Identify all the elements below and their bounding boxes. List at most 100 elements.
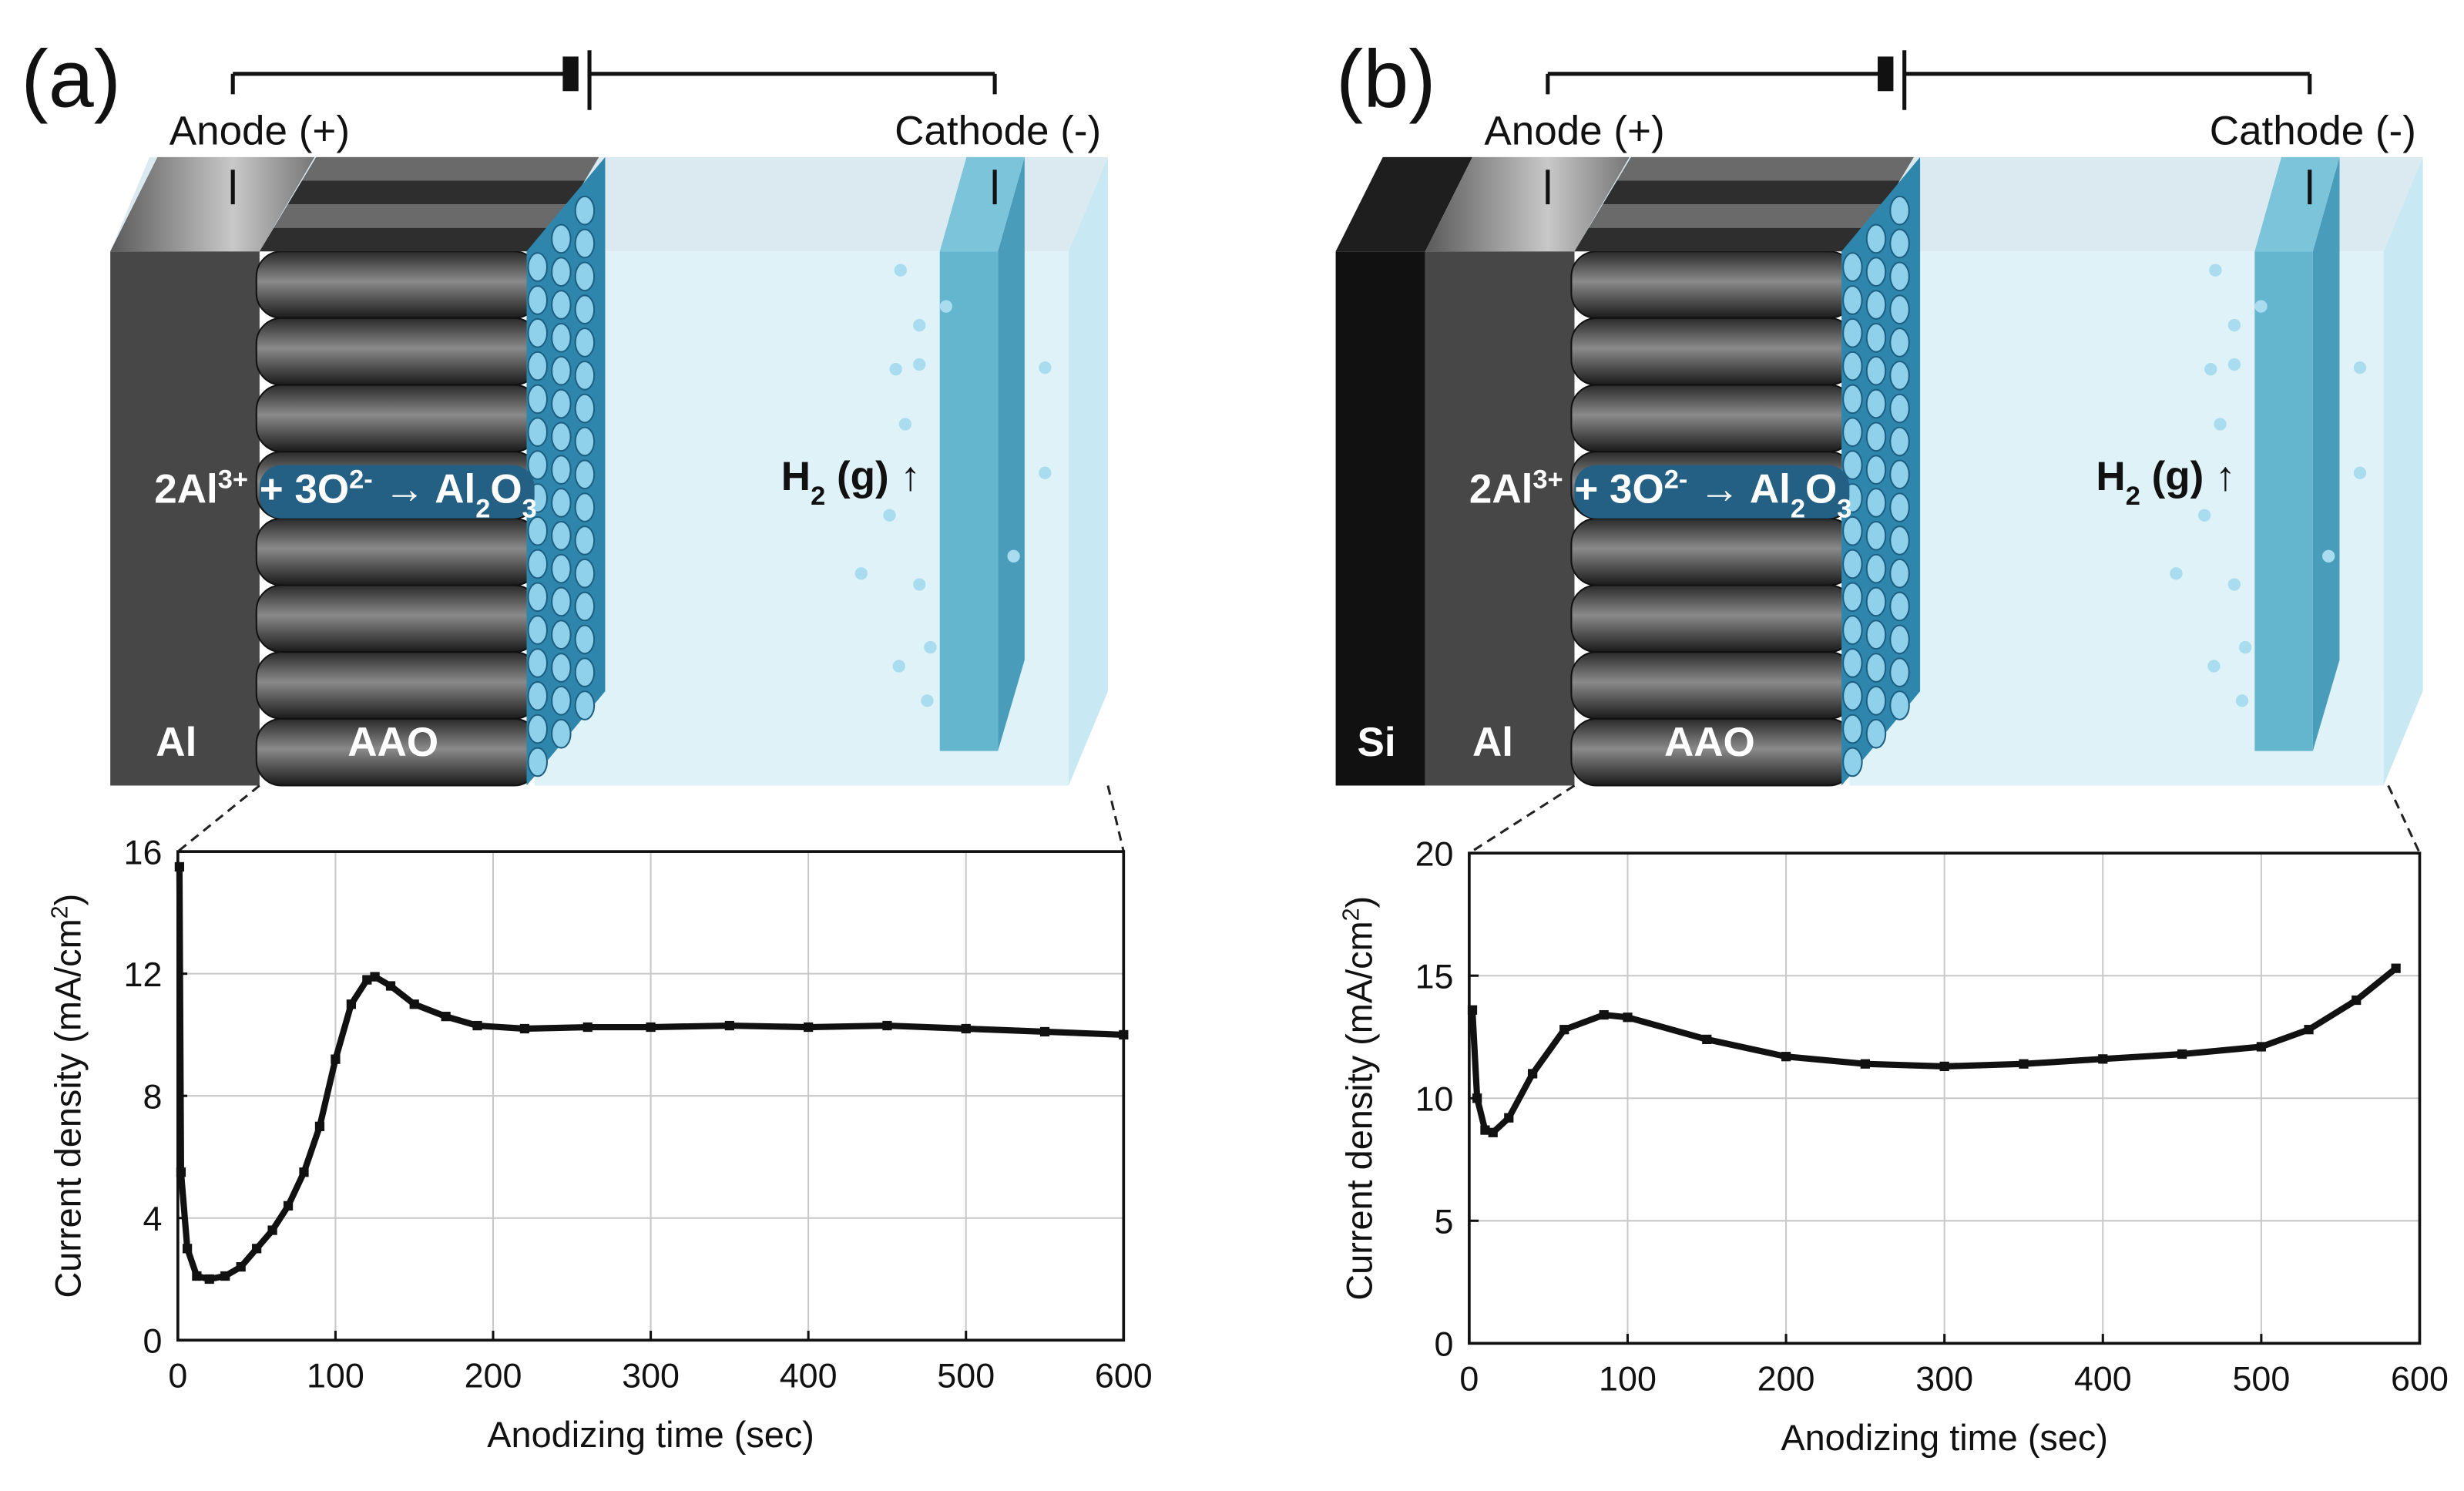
aao-top-row [1616, 156, 1914, 181]
pore-opening [1889, 526, 1910, 556]
pore-opening [527, 252, 549, 282]
pore-opening [1889, 591, 1910, 622]
gas-label: H2 (g) ↑ [781, 454, 921, 511]
data-point [2304, 1025, 2314, 1035]
pore-opening [1889, 690, 1910, 720]
data-point [252, 1244, 262, 1254]
x-axis-label: Anodizing time (sec) [487, 1415, 814, 1455]
cathode-plate [2254, 251, 2313, 751]
y-tick-label: 12 [124, 955, 163, 994]
aao-top-row [1574, 227, 1871, 252]
data-point [1472, 1093, 1482, 1103]
pore-opening [1842, 747, 1863, 777]
x-tick-label: 500 [937, 1355, 995, 1395]
pore-opening [527, 417, 549, 448]
pore-opening [574, 624, 596, 655]
y-tick-label: 10 [1415, 1080, 1454, 1119]
pore-opening [574, 591, 596, 622]
x-tick-label: 100 [307, 1355, 364, 1395]
pore-opening [527, 317, 549, 348]
y-tick-label: 15 [1415, 957, 1454, 996]
zoom-line [176, 784, 260, 853]
h2-bubble [913, 578, 926, 591]
reaction-label-part: 2- [349, 465, 373, 494]
gas-label-part: (g) ↑ [2140, 454, 2236, 499]
x-tick-label: 400 [2074, 1359, 2132, 1399]
h2-bubble [892, 660, 905, 673]
h2-bubble [2227, 358, 2241, 371]
data-point [1504, 1113, 1514, 1123]
h2-bubble [854, 567, 868, 580]
pore-opening [527, 549, 549, 579]
data-point [646, 1022, 656, 1033]
data-point [220, 1271, 230, 1281]
anode-label: Anode (+) [170, 109, 350, 154]
pore-opening [1889, 393, 1910, 424]
y-axis-label-part: ) [1339, 896, 1379, 908]
x-axis-label: Anodizing time (sec) [1781, 1418, 2108, 1458]
data-point [1939, 1061, 1949, 1072]
h2-bubble [2254, 300, 2268, 313]
data-point [2256, 1042, 2266, 1052]
al-layer [110, 251, 260, 786]
pore-opening [1865, 421, 1887, 452]
pore-opening [551, 257, 572, 287]
h2-bubble [913, 318, 926, 332]
h2-bubble [913, 358, 926, 371]
reaction-label: 2Al3+ + 3O2- → Al2O3 [1469, 465, 1852, 523]
pore-opening [1865, 355, 1887, 386]
aao-top-row [1588, 204, 1886, 228]
reaction-label-part: 2 [475, 494, 490, 523]
data-point [1559, 1025, 1569, 1035]
pore-opening [1889, 294, 1910, 325]
gas-label: H2 (g) ↑ [2096, 454, 2235, 511]
h2-bubble [1039, 466, 1052, 479]
x-tick-label: 300 [1915, 1359, 1973, 1399]
h2-bubble [2322, 549, 2335, 562]
reaction-label-part: + 3O [248, 466, 349, 512]
pore-opening [574, 459, 596, 490]
data-point [314, 1121, 325, 1131]
h2-bubble [939, 300, 953, 313]
al-top [1425, 156, 1630, 252]
pore-opening [1865, 553, 1887, 584]
x-tick-label: 100 [1599, 1359, 1657, 1399]
pore-opening [527, 615, 549, 646]
pore-opening [1865, 653, 1887, 683]
data-point [283, 1201, 294, 1211]
data-point [1860, 1059, 1870, 1069]
data-point [331, 1054, 341, 1064]
data-point [174, 861, 185, 872]
pore-opening [551, 323, 572, 353]
zoom-line [1469, 784, 1576, 855]
h2-bubble [2197, 509, 2211, 522]
pore-opening [1865, 686, 1887, 716]
pore-opening [574, 195, 596, 226]
h2-bubble [921, 694, 934, 707]
pore-opening [574, 657, 596, 688]
pore-opening [574, 426, 596, 457]
h2-bubble [889, 363, 902, 376]
reaction-label-part: 3+ [218, 465, 248, 494]
y-axis-label-part: 2 [46, 905, 72, 918]
cathode-label: Cathode (-) [2210, 109, 2416, 154]
data-point [267, 1225, 277, 1235]
pore-opening [574, 492, 596, 522]
data-point [362, 975, 372, 985]
gas-label-part: 2 [2126, 482, 2140, 511]
zoom-line [1106, 785, 1125, 852]
panel-label: (a) [21, 34, 121, 125]
reaction-label-part: 2- [1664, 465, 1688, 494]
data-point [441, 1012, 451, 1022]
layer-label: Al [1472, 720, 1513, 765]
h2-bubble [883, 509, 896, 522]
al-layer [1425, 251, 1575, 786]
pore-opening [574, 294, 596, 325]
h2-bubble [2170, 567, 2183, 580]
electrolyte-side [2383, 156, 2423, 786]
pore-opening [1865, 620, 1887, 650]
battery-negative [562, 56, 579, 92]
pore-opening [1865, 257, 1887, 287]
data-point [204, 1274, 214, 1284]
reaction-band [1574, 465, 1850, 519]
